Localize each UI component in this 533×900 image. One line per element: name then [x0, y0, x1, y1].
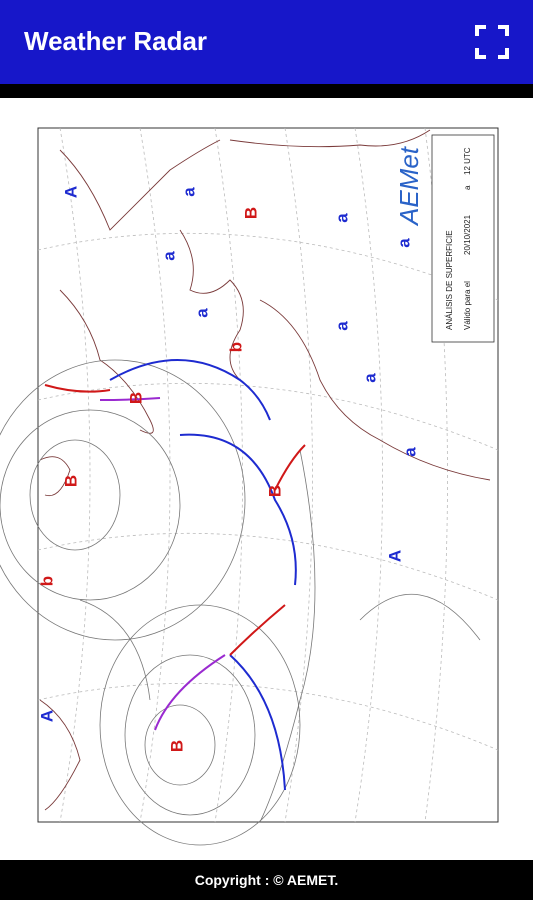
pressure-label: a — [332, 321, 351, 331]
fullscreen-button[interactable] — [474, 24, 510, 60]
logo: AEMet — [394, 145, 424, 227]
pressure-label: B — [167, 740, 186, 752]
app-title: Weather Radar — [24, 26, 208, 56]
pressure-label: a — [360, 373, 379, 383]
map-title: ANÁLISIS DE SUPERFICIE — [445, 230, 454, 330]
pressure-label: b — [37, 576, 56, 586]
footer: Copyright : © AEMET. — [0, 860, 533, 900]
pressure-label: A — [37, 710, 56, 722]
pressure-label: a — [394, 238, 413, 248]
map-date: 20/10/2021 — [463, 214, 472, 255]
map-image: ANÁLISIS DE SUPERFICIE Válido para el 20… — [0, 127, 499, 846]
pressure-label: a — [400, 447, 419, 457]
pressure-label: A — [385, 550, 404, 562]
valid-label: Válido para el — [463, 281, 472, 330]
pressure-label: b — [226, 342, 245, 352]
pressure-label: B — [265, 485, 284, 497]
pressure-label: a — [179, 187, 198, 197]
copyright: Copyright : © AEMET. — [194, 872, 339, 888]
map-caption: ANÁLISIS DE SUPERFICIE Válido para el 20… — [445, 147, 472, 330]
map-time: 12 UTC — [463, 147, 472, 175]
pressure-label: a — [332, 213, 351, 223]
weather-map: ANÁLISIS DE SUPERFICIE Válido para el 20… — [0, 98, 533, 860]
time-separator: a — [463, 185, 472, 190]
pressure-label: A — [61, 186, 80, 198]
app-bar: Weather Radar — [0, 0, 533, 84]
pressure-label: a — [159, 251, 178, 261]
pressure-label: B — [126, 392, 145, 404]
pressure-label: B — [61, 475, 80, 487]
pressure-labels: A a B a a a a b a B a a B B A b A B — [37, 186, 419, 752]
divider-band — [0, 84, 533, 98]
pressure-label: B — [241, 207, 260, 219]
pressure-label: a — [192, 308, 211, 318]
